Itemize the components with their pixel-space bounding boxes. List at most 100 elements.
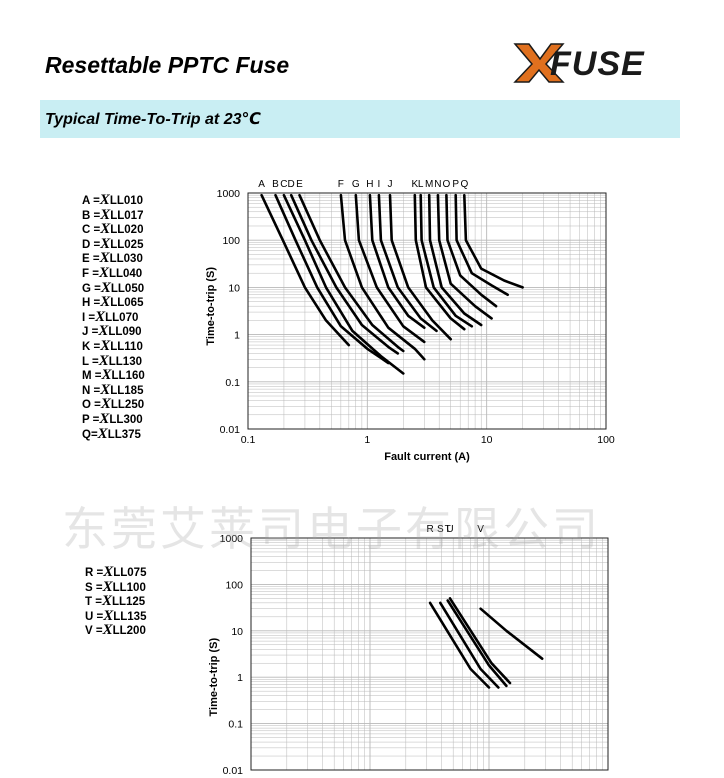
y-axis-label: Time-to-trip (S)	[208, 638, 220, 717]
series-curve-V	[479, 607, 544, 660]
legend-key: J =	[82, 326, 99, 339]
legend-part-number: LL110	[110, 340, 143, 353]
legend-brand-mark: X	[99, 250, 110, 267]
legend-key: P =	[82, 413, 100, 426]
legend-part-number: LL300	[109, 413, 143, 426]
series-curve-Q	[463, 193, 524, 289]
document-title: Resettable PPTC Fuse	[45, 52, 290, 78]
legend-key: B =	[82, 209, 101, 222]
legend-key: N =	[82, 384, 101, 397]
legend-part-number: LL075	[113, 567, 147, 579]
series-curve-T	[446, 599, 508, 688]
x-tick-label: 100	[597, 434, 615, 446]
y-tick-label: 100	[225, 579, 243, 591]
section-title: Typical Time-To-Trip at 23℃	[45, 111, 261, 128]
series-label-G: G	[352, 179, 360, 190]
legend-key: D =	[82, 238, 101, 251]
legend-part-number: LL065	[110, 297, 144, 310]
series-label-M: M	[425, 179, 433, 190]
series-curve-I	[377, 193, 438, 333]
legend-key: F =	[82, 267, 99, 280]
legend-part-number: LL040	[108, 267, 143, 280]
legend-brand-mark: X	[100, 206, 111, 223]
series-label-E: E	[296, 179, 303, 190]
series-curve-B	[274, 193, 390, 365]
legend-part-number: LL200	[112, 625, 146, 638]
legend-part-number: LL250	[110, 399, 145, 412]
series-label-P: P	[452, 179, 459, 190]
legend-key: L =	[82, 355, 99, 368]
series-label-H: H	[366, 179, 373, 190]
series-label-D: D	[288, 179, 295, 190]
legend-key: U =	[85, 610, 104, 623]
legend-key: E =	[82, 253, 100, 266]
series-label-A: A	[258, 179, 265, 190]
series-curve-G	[354, 193, 426, 344]
y-tick-label: 10	[231, 626, 243, 638]
legend-brand-mark: X	[97, 425, 108, 442]
y-axis-label: Time-to-trip (S)	[205, 267, 217, 346]
legend-key: O =	[82, 399, 101, 412]
legend-entry: D =XLL025	[82, 235, 145, 252]
series-curve-C	[282, 193, 405, 375]
legend-part-number: LL050	[110, 282, 145, 295]
legend-brand-mark: X	[103, 564, 114, 580]
legend-part-number: LL090	[108, 326, 142, 339]
series-curve-D	[289, 193, 400, 355]
legend-brand-mark: X	[95, 308, 106, 325]
series-label-O: O	[443, 179, 451, 190]
legend-part-number: LL020	[110, 224, 144, 237]
series-label-Q: Q	[460, 179, 468, 190]
legend-entry: F =XLL040	[82, 264, 145, 281]
legend-key: M =	[82, 370, 102, 383]
series-curve-O	[445, 193, 498, 308]
legend-key: I =	[82, 311, 96, 324]
legend-brand-mark: X	[100, 235, 111, 252]
y-tick-label: 10	[228, 282, 240, 294]
series-label-B: B	[272, 179, 279, 190]
y-tick-label: 1	[237, 672, 243, 684]
series-label-K: K	[411, 179, 418, 190]
chart1: 0.1 1 10 100 0.01 0.1 1 10 100 1000 Fault current …	[200, 175, 630, 475]
series-curve-K	[413, 193, 466, 331]
legend-part-number: LL070	[105, 311, 139, 324]
legend-brand-mark: X	[98, 352, 109, 369]
legend-key: R =	[85, 567, 104, 579]
legend-key: C =	[82, 224, 101, 237]
series-label-T: T	[445, 524, 451, 535]
series-curve-L	[419, 193, 474, 328]
legend-key: Q=	[82, 428, 98, 441]
brand-logo: FUSE	[513, 40, 665, 86]
legend-entry: G =XLL050	[82, 280, 145, 296]
legend-brand-mark: X	[100, 381, 111, 398]
y-tick-label: 0.1	[228, 719, 243, 731]
legend-entry: V =XLL200	[85, 623, 146, 638]
legend-entry: H =XLL065	[82, 295, 145, 310]
legend-part-number: LL100	[112, 581, 146, 594]
series-curve-U	[448, 597, 512, 685]
chart1-legend: A =XLL010 B =XLL017 C =XLL020 D =XLL025 E =X…	[82, 192, 145, 442]
legend-brand-mark: X	[99, 192, 110, 208]
series-curve-S	[439, 601, 500, 689]
legend-entry: E =XLL030	[82, 251, 145, 266]
legend-key: T =	[85, 596, 102, 609]
legend-key: V =	[85, 625, 103, 638]
legend-brand-mark: X	[100, 221, 111, 238]
series-label-R: R	[426, 524, 433, 535]
legend-brand-mark: X	[102, 622, 113, 639]
legend-part-number: LL130	[108, 355, 142, 368]
legend-brand-mark: X	[101, 593, 112, 610]
series-curve-N	[436, 193, 493, 320]
series-curve-H	[368, 193, 426, 329]
chart2: 1000 100 10 1 0.1 0.01 Time-to-trip (S) R S T U V	[195, 518, 625, 778]
x-tick-label: 0.1	[241, 434, 256, 446]
legend-brand-mark: X	[98, 264, 109, 281]
series-label-S: S	[437, 524, 444, 535]
legend-entry: U =XLL135	[85, 608, 146, 624]
legend-entry: T =XLL125	[85, 594, 146, 609]
y-tick-label: 1000	[220, 533, 244, 545]
legend-entry: C =XLL020	[82, 222, 145, 237]
y-tick-label: 100	[222, 235, 240, 247]
